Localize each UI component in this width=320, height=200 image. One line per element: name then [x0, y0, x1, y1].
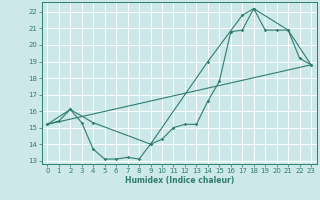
X-axis label: Humidex (Indice chaleur): Humidex (Indice chaleur)	[124, 176, 234, 185]
